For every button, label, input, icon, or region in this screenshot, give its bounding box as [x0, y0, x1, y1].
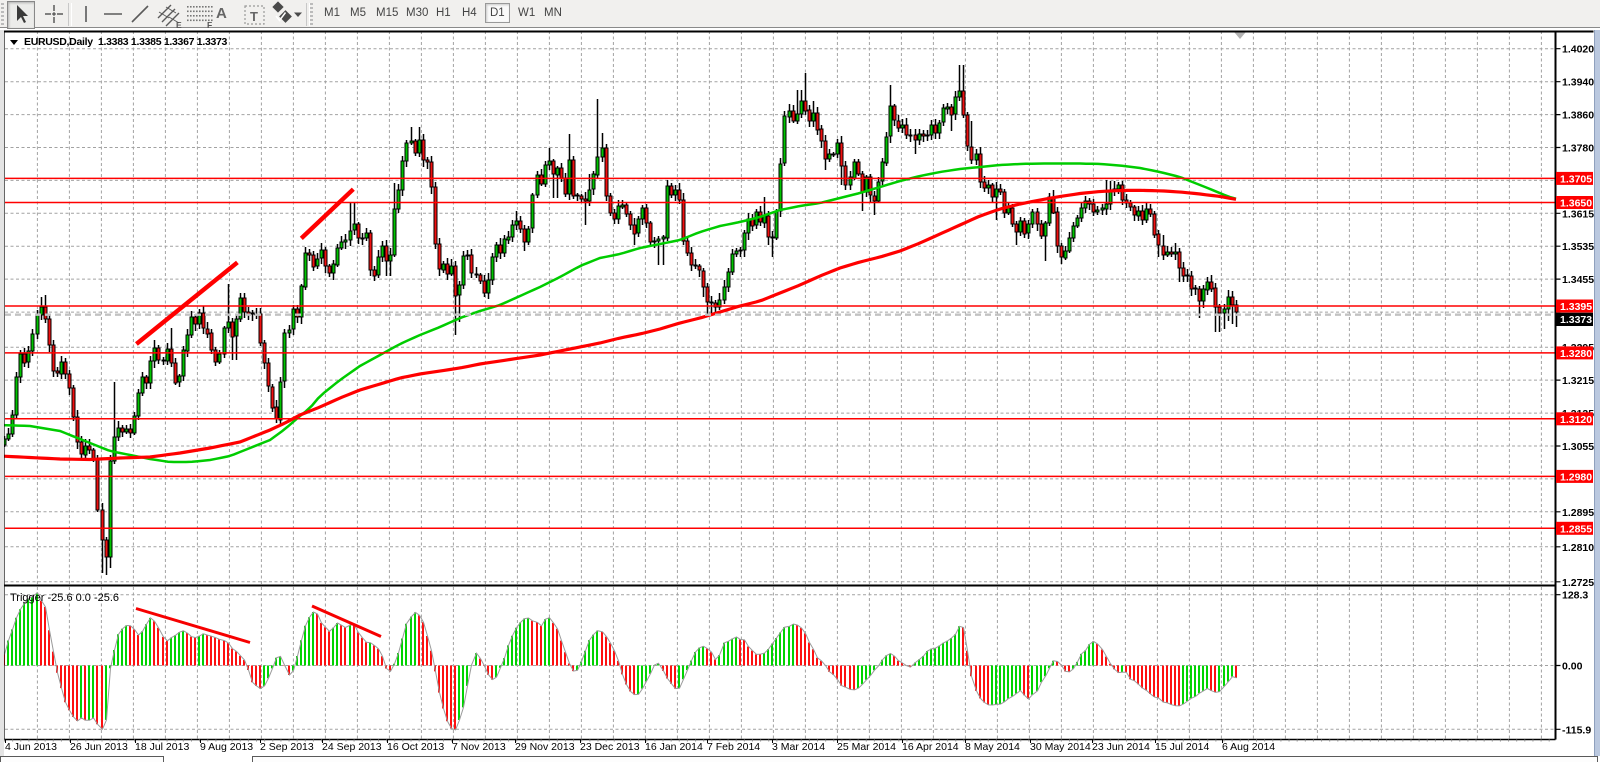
svg-text:16 Oct 2013: 16 Oct 2013 — [387, 741, 444, 753]
svg-text:1.3373: 1.3373 — [1560, 314, 1592, 326]
svg-text:T: T — [250, 9, 258, 24]
svg-text:25 Mar 2014: 25 Mar 2014 — [837, 741, 896, 753]
svg-text:16 Apr 2014: 16 Apr 2014 — [902, 741, 959, 753]
svg-text:7 Nov 2013: 7 Nov 2013 — [452, 741, 506, 753]
svg-text:E: E — [176, 20, 182, 29]
svg-text:8 May 2014: 8 May 2014 — [965, 741, 1020, 753]
svg-text:26 Jun 2013: 26 Jun 2013 — [70, 741, 128, 753]
svg-text:1.2980: 1.2980 — [1560, 471, 1592, 483]
svg-text:1.3215: 1.3215 — [1562, 375, 1594, 387]
svg-text:1.3650: 1.3650 — [1560, 198, 1592, 210]
svg-text:1.3455: 1.3455 — [1562, 274, 1594, 286]
svg-text:128.3: 128.3 — [1562, 590, 1588, 602]
svg-text:7 Feb 2014: 7 Feb 2014 — [707, 741, 760, 753]
svg-text:1.2810: 1.2810 — [1562, 542, 1594, 554]
svg-text:16 Jan 2014: 16 Jan 2014 — [645, 741, 703, 753]
svg-text:1.3395: 1.3395 — [1560, 301, 1592, 313]
svg-text:1.3055: 1.3055 — [1562, 441, 1594, 453]
svg-text:-115.9: -115.9 — [1562, 724, 1591, 736]
svg-text:1.3120: 1.3120 — [1560, 414, 1592, 426]
svg-text:23 Dec 2013: 23 Dec 2013 — [580, 741, 640, 753]
svg-text:EURUSD,Daily 1.3383 1.3385 1.: EURUSD,Daily 1.3383 1.3385 1.3367 1.3373 — [24, 36, 228, 48]
svg-text:0.00: 0.00 — [1562, 661, 1583, 673]
svg-text:18 Jul 2013: 18 Jul 2013 — [135, 741, 189, 753]
svg-text:1.2895: 1.2895 — [1562, 507, 1594, 519]
svg-text:F: F — [207, 20, 212, 29]
svg-text:Trigger -25.6 0.0 -25.6: Trigger -25.6 0.0 -25.6 — [10, 592, 119, 604]
svg-text:1.3780: 1.3780 — [1562, 143, 1594, 155]
svg-text:15 Jul 2014: 15 Jul 2014 — [1155, 741, 1209, 753]
svg-text:9 Aug 2013: 9 Aug 2013 — [200, 741, 253, 753]
svg-text:23 Jun 2014: 23 Jun 2014 — [1092, 741, 1150, 753]
svg-text:3 Mar 2014: 3 Mar 2014 — [772, 741, 825, 753]
svg-text:6 Aug 2014: 6 Aug 2014 — [1222, 741, 1275, 753]
svg-text:29 Nov 2013: 29 Nov 2013 — [515, 741, 575, 753]
svg-text:2 Sep 2013: 2 Sep 2013 — [260, 741, 314, 753]
svg-text:1.4020: 1.4020 — [1562, 44, 1594, 56]
svg-text:1.3940: 1.3940 — [1562, 77, 1594, 89]
svg-text:30 May 2014: 30 May 2014 — [1030, 741, 1091, 753]
svg-text:1.3535: 1.3535 — [1562, 241, 1594, 253]
svg-text:1.3705: 1.3705 — [1560, 173, 1592, 185]
svg-text:1.3860: 1.3860 — [1562, 110, 1594, 122]
svg-text:1.2855: 1.2855 — [1560, 523, 1592, 535]
svg-text:1.3615: 1.3615 — [1562, 208, 1594, 220]
svg-text:4 Jun 2013: 4 Jun 2013 — [5, 741, 57, 753]
svg-text:1.3280: 1.3280 — [1560, 348, 1592, 360]
svg-text:1.2725: 1.2725 — [1562, 577, 1594, 589]
svg-text:24 Sep 2013: 24 Sep 2013 — [322, 741, 382, 753]
